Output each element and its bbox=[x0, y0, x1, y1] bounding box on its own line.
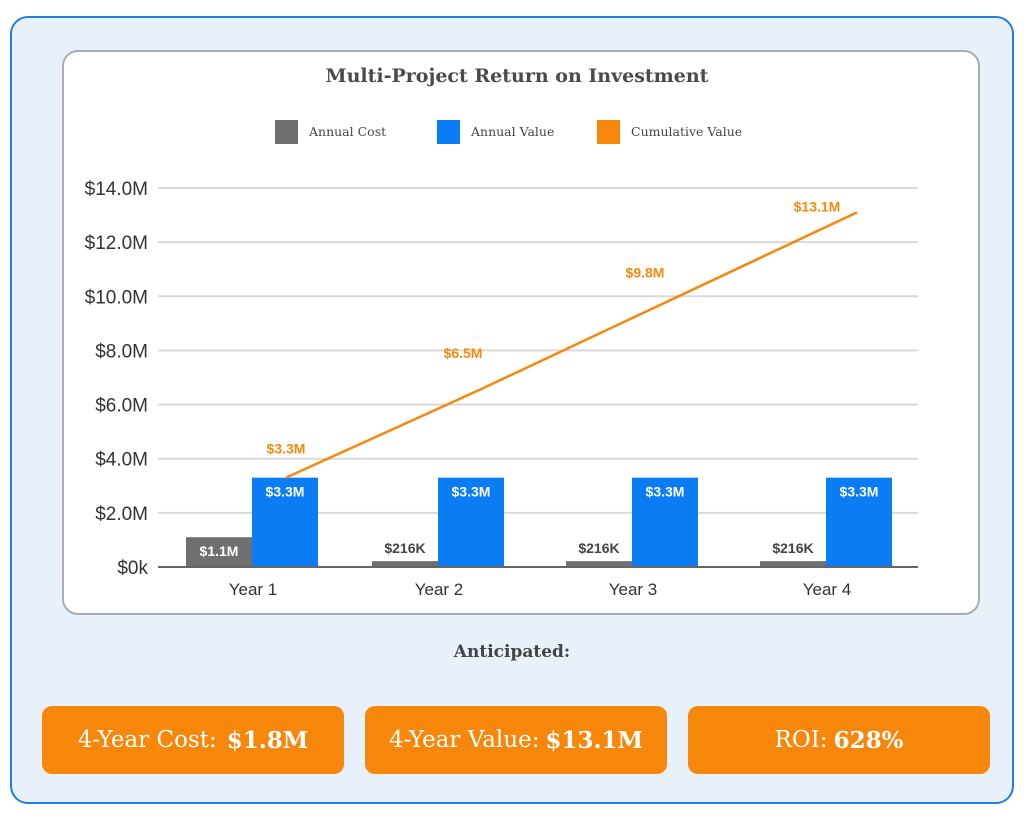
four-year-value-value: $13.1M bbox=[545, 726, 643, 754]
annual-value-label: $3.3M bbox=[266, 484, 305, 500]
legend-label-3: Cumulative Value bbox=[631, 124, 742, 139]
annual-cost-bar bbox=[566, 561, 632, 567]
four-year-cost-badge: 4-Year Cost: $1.8M bbox=[42, 706, 344, 774]
annual-value-label: $3.3M bbox=[452, 484, 491, 500]
y-tick-label: $14.0M bbox=[85, 179, 148, 200]
legend-swatch-2 bbox=[437, 120, 460, 144]
chart-title: Multi-Project Return on Investment bbox=[326, 65, 709, 87]
gridlines bbox=[158, 187, 918, 514]
legend-swatch-1 bbox=[275, 120, 298, 144]
roi-label: ROI: bbox=[774, 727, 828, 753]
y-tick-label: $2.0M bbox=[95, 504, 148, 525]
annual-value-bar bbox=[438, 477, 504, 567]
x-tick-label: Year 3 bbox=[609, 580, 658, 599]
anticipated-heading: Anticipated: bbox=[453, 642, 571, 662]
annual-value-bar bbox=[632, 477, 698, 567]
roi-badge: ROI: 628% bbox=[688, 706, 990, 774]
four-year-value-label: 4-Year Value: bbox=[389, 727, 540, 753]
cumulative-value-line bbox=[285, 211, 858, 479]
y-tick-label: $8.0M bbox=[95, 341, 148, 362]
y-tick-label: $4.0M bbox=[95, 450, 148, 471]
roi-value: 628% bbox=[833, 726, 904, 754]
annual-cost-label: $1.1M bbox=[200, 543, 239, 559]
x-tick-label: Year 1 bbox=[229, 580, 278, 599]
y-tick-label: $0k bbox=[117, 558, 148, 579]
y-tick-label: $10.0M bbox=[85, 287, 148, 308]
annual-cost-bar bbox=[186, 537, 252, 567]
legend-label-1: Annual Cost bbox=[308, 124, 386, 139]
annual-cost-bar bbox=[372, 561, 438, 567]
x-tick-label: Year 4 bbox=[803, 580, 852, 599]
y-tick-label: $6.0M bbox=[95, 396, 148, 417]
legend-label-2: Annual Value bbox=[470, 124, 554, 139]
four-year-value-badge: 4-Year Value: $13.1M bbox=[365, 706, 667, 774]
cumulative-value-label: $6.5M bbox=[444, 345, 483, 361]
chart-legend: Annual Cost Annual Value Cumulative Value bbox=[275, 120, 742, 144]
x-tick-label: Year 2 bbox=[415, 580, 464, 599]
cumulative-value-label: $9.8M bbox=[626, 265, 665, 281]
annual-cost-label: $216K bbox=[772, 540, 813, 556]
annual-cost-label: $216K bbox=[384, 540, 425, 556]
annual-value-bar bbox=[826, 477, 892, 567]
cumulative-value-label: $13.1M bbox=[794, 198, 841, 214]
annual-value-bar bbox=[252, 477, 318, 567]
x-axis: Year 1 Year 2 Year 3 Year 4 bbox=[158, 566, 918, 599]
bars: $1.1M $3.3M $216K $3.3M $216K $3.3M $216K $3.3M bbox=[186, 477, 892, 567]
cumulative-line: $3.3M $6.5M $9.8M $13.1M bbox=[267, 198, 858, 479]
annual-value-label: $3.3M bbox=[646, 484, 685, 500]
annual-value-label: $3.3M bbox=[840, 484, 879, 500]
four-year-cost-value: $1.8M bbox=[226, 726, 309, 754]
y-tick-label: $12.0M bbox=[85, 233, 148, 254]
cumulative-value-label: $3.3M bbox=[267, 441, 306, 457]
y-axis: $0k $2.0M $4.0M $6.0M $8.0M $10.0M $12.0M $14.0… bbox=[85, 179, 149, 579]
legend-swatch-3 bbox=[597, 120, 620, 144]
annual-cost-label: $216K bbox=[578, 540, 619, 556]
annual-cost-bar bbox=[760, 561, 826, 567]
four-year-cost-label: 4-Year Cost: bbox=[77, 727, 217, 753]
